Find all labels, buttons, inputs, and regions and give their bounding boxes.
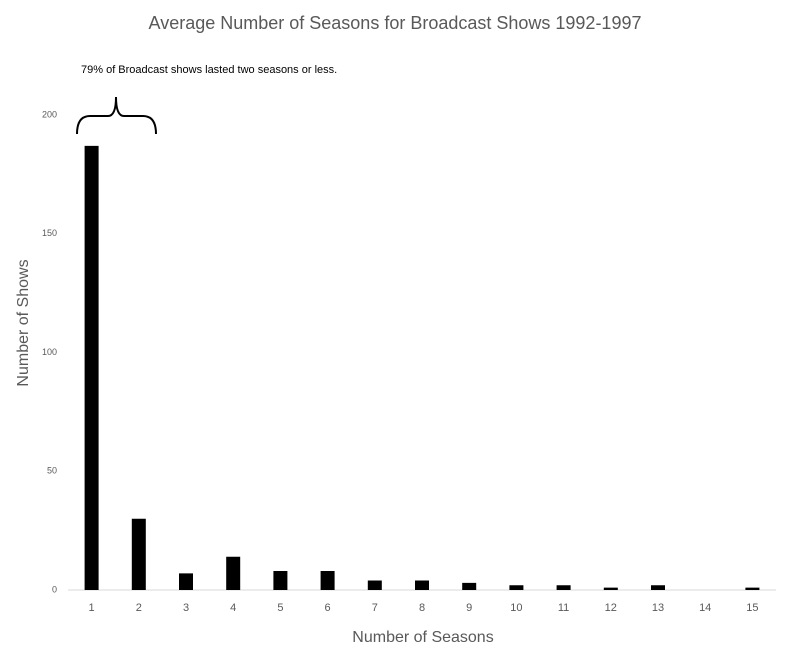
x-tick-label: 1 — [89, 602, 95, 614]
x-tick-label: 11 — [558, 602, 569, 614]
x-tick-label: 2 — [136, 602, 142, 614]
y-tick-label: 0 — [52, 584, 57, 594]
x-tick-label: 14 — [699, 602, 711, 614]
x-tick-label: 10 — [510, 602, 522, 614]
bar — [556, 585, 571, 590]
bar — [226, 556, 241, 590]
y-tick-label: 150 — [42, 228, 57, 238]
bar — [367, 580, 382, 590]
x-tick-label: 9 — [466, 602, 472, 614]
bar — [745, 587, 760, 590]
bar — [415, 580, 429, 590]
bar — [603, 587, 618, 590]
bar — [179, 573, 193, 590]
y-axis-title: Number of Shows — [15, 259, 32, 386]
y-tick-label: 200 — [42, 109, 57, 119]
x-tick-label: 13 — [652, 602, 664, 614]
x-tick-label: 4 — [230, 602, 236, 614]
bar — [509, 585, 524, 590]
annotation: 79% of Broadcast shows lasted two season… — [81, 64, 337, 76]
y-tick-label: 100 — [42, 347, 57, 357]
x-tick-label: 15 — [746, 602, 758, 614]
x-axis-title: Number of Seasons — [352, 629, 493, 646]
x-tick-label: 8 — [419, 602, 425, 614]
bar — [651, 585, 665, 590]
x-tick-label: 3 — [183, 602, 189, 614]
x-tick-label: 5 — [277, 602, 283, 614]
x-tick-label: 12 — [605, 602, 617, 614]
chart-title: Average Number of Seasons for Broadcast … — [149, 13, 642, 33]
bar — [462, 582, 477, 590]
x-tick-label: 7 — [372, 602, 378, 614]
bar — [273, 571, 288, 590]
bar — [320, 571, 335, 590]
bar — [84, 145, 99, 590]
x-tick-label: 6 — [325, 602, 331, 614]
brace — [76, 96, 157, 135]
bar — [131, 518, 146, 590]
y-tick-label: 50 — [47, 466, 57, 476]
